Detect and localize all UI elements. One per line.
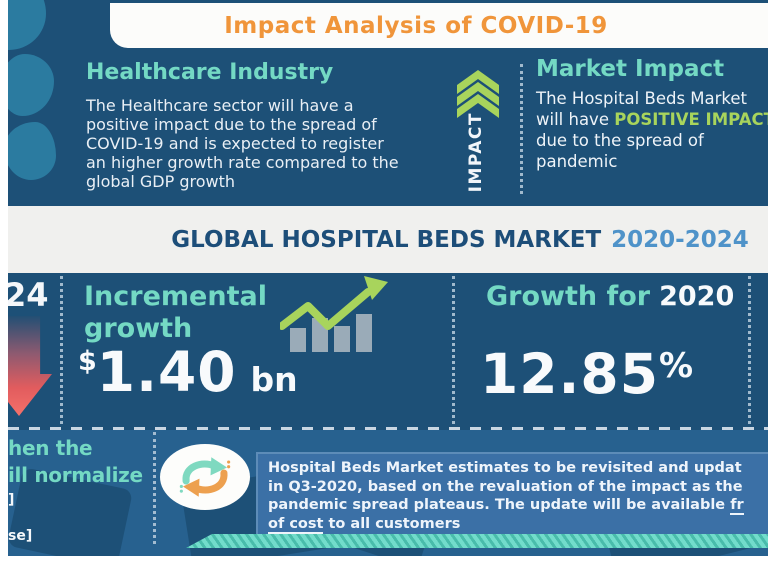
percent-symbol: % (658, 346, 694, 386)
impact-vertical-label: IMPACT (466, 111, 486, 193)
notice-line: of cost to all customers (268, 515, 461, 534)
healthcare-body-line: positive impact due to the spread of (86, 115, 377, 134)
market-impact-section: Market Impact The Hospital Beds Market w… (536, 56, 768, 172)
normalize-note-line: hen the (8, 436, 93, 460)
market-band-years: 2020-2024 (611, 226, 749, 253)
header-banner: Impact Analysis of COVID-19 (110, 3, 768, 48)
healthcare-body-line: The Healthcare sector will have a (86, 96, 354, 115)
healthcare-industry-title: Healthcare Industry (86, 60, 334, 85)
trend-chart-icon (278, 274, 400, 356)
incremental-growth-value: $ 1.40 bn (78, 344, 298, 400)
growth-2020-value: 12.85 % (480, 346, 693, 402)
underlined-text: of cost (268, 515, 324, 534)
page-title: Impact Analysis of COVID-19 (224, 12, 608, 39)
incremental-value-number: 1.40 (96, 340, 237, 404)
healthcare-body-line: global GDP growth (86, 172, 236, 191)
chevrons-up-icon (457, 70, 499, 122)
dotted-divider-vertical (520, 64, 523, 194)
blob-decoration (8, 0, 46, 50)
blob-decoration (8, 122, 56, 180)
market-impact-highlight: POSITIVE IMPACT (614, 110, 768, 129)
down-arrow-icon (8, 316, 52, 416)
hatched-shadow-strip (186, 534, 768, 548)
healthcare-body-line: an higher growth rate compared to the (86, 153, 399, 172)
bottom-section: hen the ill normalize ] se] Hospital Bed… (8, 430, 768, 556)
blob-decoration (8, 54, 54, 116)
update-notice-box: Hospital Beds Market estimates to be rev… (256, 452, 768, 536)
dotted-divider-vertical (153, 432, 156, 544)
growth-value-number: 12.85 (480, 342, 659, 406)
dotted-divider-vertical (748, 276, 751, 424)
market-title-band: GLOBAL HOSPITAL BEDS MARKET 2020-2024 (8, 206, 768, 273)
market-impact-body-prefix: The Hospital Beds Market will have (536, 89, 748, 129)
footnote-fragment: ] (8, 492, 15, 508)
healthcare-industry-section: Healthcare Industry The Healthcare secto… (86, 60, 464, 191)
year-fragment-label: 24 (8, 276, 49, 314)
market-impact-body: The Hospital Beds Market will have POSIT… (536, 88, 768, 172)
refresh-arrows-icon (160, 444, 250, 510)
market-impact-title: Market Impact (536, 56, 725, 82)
market-impact-body-suffix: due to the spread of pandemic (536, 131, 704, 171)
infographic-root: Impact Analysis of COVID-19 Healthcare I… (8, 0, 768, 556)
notice-line: in Q3-2020, based on the revaluation of … (268, 478, 743, 495)
healthcare-body-line: COVID-19 and is expected to register (86, 134, 384, 153)
notice-line: Hospital Beds Market estimates to be rev… (268, 460, 742, 476)
market-title-band-text: GLOBAL HOSPITAL BEDS MARKET 2020-2024 (158, 206, 762, 273)
growth-for-2020-label: Growth for 2020 (486, 281, 735, 312)
underlined-text: fr (730, 497, 744, 515)
notice-line: pandemic spread plateaus. The update wil… (268, 497, 744, 515)
normalize-note-line: ill normalize (8, 463, 143, 487)
currency-symbol: $ (78, 346, 97, 377)
dashed-divider-horizontal (8, 427, 768, 430)
incremental-growth-label: Incremental growth (84, 281, 267, 344)
market-band-title: GLOBAL HOSPITAL BEDS MARKET (171, 226, 602, 253)
incremental-value-unit: bn (250, 360, 298, 399)
dotted-divider-vertical (452, 276, 455, 424)
footnote-fragment: se] (8, 528, 33, 544)
dotted-divider-vertical (60, 276, 63, 424)
